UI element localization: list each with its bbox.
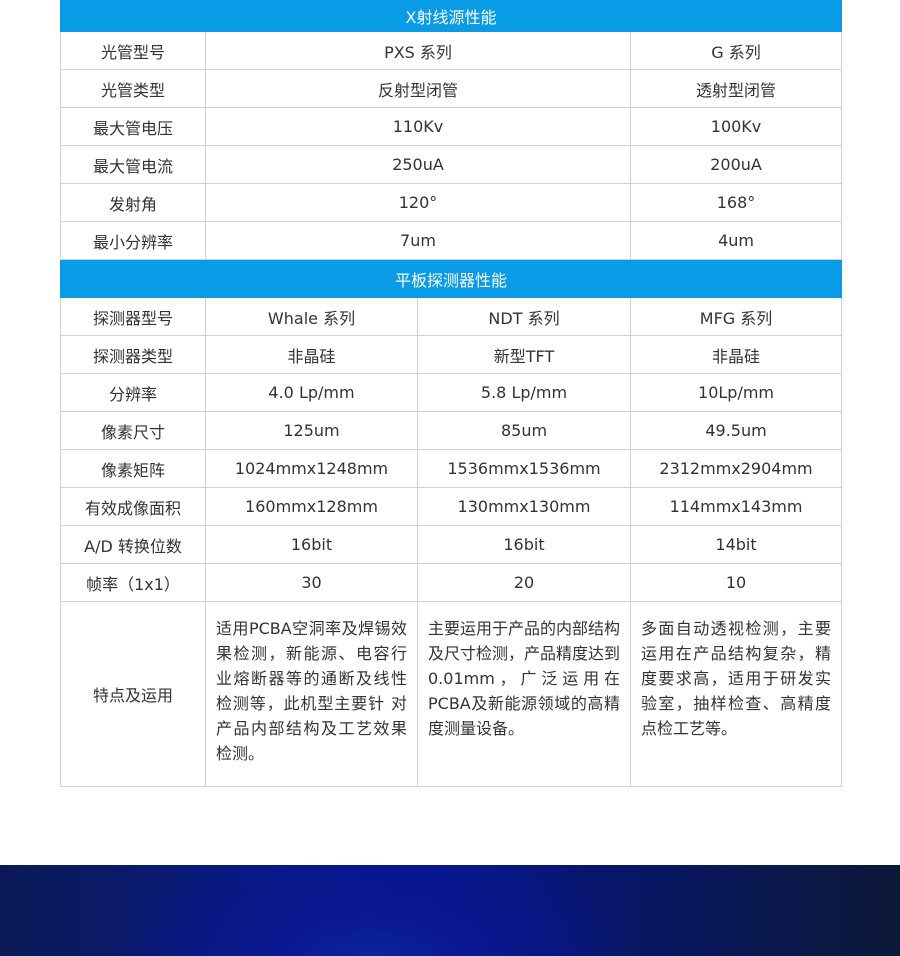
value-ndt: NDT 系列	[417, 297, 631, 336]
table-row: 最大管电压 110Kv 100Kv	[60, 107, 843, 146]
value-whale: 16bit	[205, 525, 418, 564]
row-label: 光管型号	[60, 31, 206, 70]
value-ndt: 5.8 Lp/mm	[417, 373, 631, 412]
features-whale: 适用PCBA空洞率及焊锡效果检测，新能源、电容行业熔断器等的通断及线性检测等，此…	[205, 601, 418, 787]
value-ndt: 新型TFT	[417, 335, 631, 374]
row-label: 像素尺寸	[60, 411, 206, 450]
row-label: 最小分辨率	[60, 221, 206, 260]
table-row: 光管类型 反射型闭管 透射型闭管	[60, 69, 843, 108]
value-pxs: 7um	[205, 221, 631, 260]
table-row: 最小分辨率 7um 4um	[60, 221, 843, 260]
value-ndt: 16bit	[417, 525, 631, 564]
value-ndt: 1536mmx1536mm	[417, 449, 631, 488]
features-mfg: 多面自动透视检测，主要运用在产品结构复杂，精度要求高，适用于研发实验室，抽样检查…	[629, 601, 843, 787]
section-title: X射线源性能	[59, 0, 843, 32]
value-g: 200uA	[629, 145, 843, 184]
table-row: A/D 转换位数 16bit 16bit 14bit	[60, 525, 843, 564]
features-ndt: 主要运用于产品的内部结构及尺寸检测，产品精度达到0.01mm，广泛运用在PCBA…	[417, 601, 631, 787]
value-mfg: MFG 系列	[629, 297, 843, 336]
row-label: 探测器类型	[60, 335, 206, 374]
table-row: 探测器型号 Whale 系列 NDT 系列 MFG 系列	[60, 297, 843, 336]
value-mfg: 49.5um	[629, 411, 843, 450]
row-label: 光管类型	[60, 69, 206, 108]
value-pxs: 250uA	[205, 145, 631, 184]
table-row: 最大管电流 250uA 200uA	[60, 145, 843, 184]
value-whale: 4.0 Lp/mm	[205, 373, 418, 412]
value-g: 4um	[629, 221, 843, 260]
value-pxs: PXS 系列	[205, 31, 631, 70]
row-label: A/D 转换位数	[60, 525, 206, 564]
value-whale: 1024mmx1248mm	[205, 449, 418, 488]
table-row: 帧率（1x1） 30 20 10	[60, 563, 843, 602]
table-row: 光管型号 PXS 系列 G 系列	[60, 31, 843, 70]
footer-banner	[0, 865, 900, 956]
value-ndt: 85um	[417, 411, 631, 450]
value-g: 168°	[629, 183, 843, 222]
table-row: 探测器类型 非晶硅 新型TFT 非晶硅	[60, 335, 843, 374]
value-whale: 160mmx128mm	[205, 487, 418, 526]
row-label: 分辨率	[60, 373, 206, 412]
value-whale: 30	[205, 563, 418, 602]
row-label: 最大管电压	[60, 107, 206, 146]
value-pxs: 反射型闭管	[205, 69, 631, 108]
table-row: 像素尺寸 125um 85um 49.5um	[60, 411, 843, 450]
xray-section-header: X射线源性能	[59, 0, 843, 32]
row-label: 帧率（1x1）	[60, 563, 206, 602]
row-label: 像素矩阵	[60, 449, 206, 488]
features-row: 特点及运用 适用PCBA空洞率及焊锡效果检测，新能源、电容行业熔断器等的通断及线性…	[60, 601, 843, 787]
row-label: 发射角	[60, 183, 206, 222]
table-row: 分辨率 4.0 Lp/mm 5.8 Lp/mm 10Lp/mm	[60, 373, 843, 412]
value-mfg: 10Lp/mm	[629, 373, 843, 412]
spec-table: X射线源性能 光管型号 PXS 系列 G 系列 光管类型 反射型闭管 透射型闭管 最大管电压 1…	[59, 0, 843, 787]
table-row: 像素矩阵 1024mmx1248mm 1536mmx1536mm 2312mmx290…	[60, 449, 843, 488]
table-row: 有效成像面积 160mmx128mm 130mmx130mm 114mmx143mm	[60, 487, 843, 526]
section-title: 平板探测器性能	[59, 259, 843, 298]
value-ndt: 20	[417, 563, 631, 602]
value-whale: 非晶硅	[205, 335, 418, 374]
table-row: 发射角 120° 168°	[60, 183, 843, 222]
value-mfg: 10	[629, 563, 843, 602]
value-pxs: 120°	[205, 183, 631, 222]
row-label: 特点及运用	[60, 601, 206, 787]
value-mfg: 非晶硅	[629, 335, 843, 374]
row-label: 最大管电流	[60, 145, 206, 184]
row-label: 有效成像面积	[60, 487, 206, 526]
detector-section-header: 平板探测器性能	[59, 259, 843, 298]
value-mfg: 14bit	[629, 525, 843, 564]
value-g: 100Kv	[629, 107, 843, 146]
value-mfg: 2312mmx2904mm	[629, 449, 843, 488]
value-mfg: 114mmx143mm	[629, 487, 843, 526]
value-whale: 125um	[205, 411, 418, 450]
value-ndt: 130mmx130mm	[417, 487, 631, 526]
value-whale: Whale 系列	[205, 297, 418, 336]
value-g: 透射型闭管	[629, 69, 843, 108]
row-label: 探测器型号	[60, 297, 206, 336]
value-g: G 系列	[629, 31, 843, 70]
value-pxs: 110Kv	[205, 107, 631, 146]
